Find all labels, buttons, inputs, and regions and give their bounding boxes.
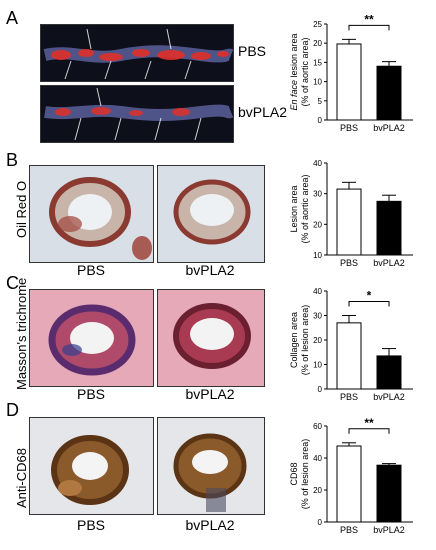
image-label-pbs: PBS [76,386,105,402]
significance-marker: ** [364,12,374,26]
y-axis-label-line2: (% of aortic area) [300,37,310,106]
x-category-label: PBS [340,123,358,133]
bar-bvpla2 [376,65,402,121]
histology-image-cd68-bvpla2 [157,417,265,515]
bar-chart-cd68: 0 20 40 60 CD68 (% of lesion area) PBS bvPLA2 ** [289,416,413,535]
image-label-bvpla2: bvPLA2 [185,517,235,533]
x-category-label: bvPLA2 [373,258,405,268]
cd68-section-graphic [173,433,247,512]
x-category-label: bvPLA2 [373,123,405,133]
histology-image-oilredo-pbs [29,165,154,263]
y-axis-label: En face lesion area [289,33,299,110]
bar-pbs [336,188,362,256]
enface-aorta-image-pbs [40,24,234,82]
y-tick-label: 15 [313,58,322,67]
y-tick-label: 5 [318,97,323,106]
y-tick-label: 40 [313,454,322,463]
x-category-label: PBS [340,392,358,402]
y-tick-label: 60 [313,422,322,431]
y-tick-label: 20 [313,336,322,345]
significance-bracket [348,428,390,434]
bar-chart-enface-lesion-area: 0 5 10 15 20 25 En face lesion area (% of aorti… [289,12,413,133]
trichrome-section-graphic [48,304,136,376]
y-tick-label: 10 [313,251,322,260]
x-category-label: bvPLA2 [373,392,405,402]
x-category-label: bvPLA2 [373,525,405,535]
image-label-bvpla2: bvPLA2 [185,386,235,402]
enface-aorta-graphic [43,28,233,80]
image-label-pbs: PBS [76,517,105,533]
histology-image-trichrome-pbs [29,289,154,387]
y-tick-label: 10 [313,361,322,370]
y-axis-label-line2: (% of aortic area) [300,174,310,243]
bar-bvpla2 [376,200,402,256]
panel-letter-c: C [6,273,19,293]
y-tick-label: 25 [313,20,322,29]
bar-bvpla2 [376,464,402,523]
stain-label-anti-cd68: Anti-CD68 [14,448,29,508]
stain-label-massons-trichrome: Masson's trichrome [14,277,29,390]
bar-pbs [336,445,362,523]
y-tick-label: 30 [313,190,322,199]
panel-letter-b: B [6,150,19,170]
enface-label-bvpla2: bvPLA2 [238,104,288,120]
significance-bracket [348,24,390,31]
y-tick-label: 20 [313,220,322,229]
bar-chart-collagen-area: 0 10 20 30 40 Collagen area (% of lesion area)… [289,287,413,402]
panel-letter-d: D [6,400,19,420]
y-axis-label-text: lesion area [289,33,299,80]
y-tick-label: 20 [313,39,322,48]
enface-aorta-graphic [44,87,233,141]
stain-label-oil-red-o: Oil Red O [14,180,29,238]
y-axis-label-line2: (% of lesion area) [300,305,310,376]
bar-pbs [336,43,362,121]
y-axis-label-line2: (% of lesion area) [300,439,310,510]
y-axis-label: CD68 [289,462,299,485]
trichrome-section-graphic [173,303,251,369]
y-axis-label-italic: En face [289,80,299,111]
significance-marker: ** [364,416,374,430]
panel-letter-a: A [6,8,19,28]
y-axis-label: Lesion area [289,185,299,232]
histology-image-oilredo-bvpla2 [157,165,265,263]
y-tick-label: 10 [313,78,322,87]
histology-image-cd68-pbs [29,417,154,515]
oilredo-section-graphic [49,177,152,260]
histology-image-trichrome-bvpla2 [157,289,265,387]
oilredo-section-graphic [173,179,251,245]
y-tick-label: 0 [318,518,323,527]
image-label-pbs: PBS [76,262,105,278]
y-tick-label: 30 [313,312,322,321]
y-tick-label: 40 [313,287,322,296]
image-label-bvpla2: bvPLA2 [185,262,235,278]
bar-bvpla2 [376,355,402,390]
enface-label-pbs: PBS [238,43,267,59]
x-category-label: PBS [340,258,358,268]
enface-aorta-image-bvpla2 [40,85,234,143]
significance-marker: * [367,289,372,303]
y-tick-label: 0 [318,116,323,125]
significance-bracket [348,301,390,307]
bar-chart-lesion-area: 10 20 30 40 Lesion area (% of aortic area) PBS… [289,159,413,268]
y-axis-label: Collagen area [289,312,299,368]
bar-pbs [336,322,362,390]
y-tick-label: 20 [313,486,322,495]
cd68-section-graphic [51,435,129,505]
y-tick-label: 0 [318,385,323,394]
x-category-label: PBS [340,525,358,535]
y-tick-label: 40 [313,159,322,168]
